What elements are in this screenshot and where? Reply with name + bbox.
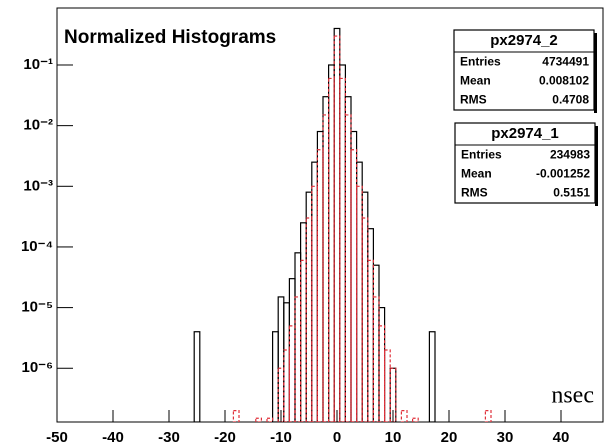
histogram-bin xyxy=(322,114,330,422)
y-tick-label: 10⁻⁶ xyxy=(21,359,53,376)
stat-box-frame xyxy=(454,122,596,204)
x-tick-label: 30 xyxy=(497,429,514,446)
histogram-bin xyxy=(350,149,358,422)
x-tick-label: -10 xyxy=(270,429,292,446)
stat-box-title: px2974_1 xyxy=(491,125,559,142)
histogram-bin xyxy=(294,296,302,422)
chart-title: Normalized Histograms xyxy=(64,27,276,48)
stat-value: 0.4708 xyxy=(552,93,589,107)
stat-label: RMS xyxy=(461,186,488,200)
histogram-bin xyxy=(328,77,335,422)
histogram-bin xyxy=(378,325,386,422)
stat-box-frame xyxy=(453,29,595,111)
histogram-bin xyxy=(484,410,492,422)
histogram-bin xyxy=(412,417,419,422)
stat-box-title: px2974_2 xyxy=(490,32,558,49)
histogram-bin xyxy=(311,185,318,422)
histogram-bin xyxy=(344,114,352,422)
axis-annotation: nsec xyxy=(551,383,594,409)
stat-value: 4734491 xyxy=(542,55,589,69)
histogram-bin xyxy=(255,417,263,422)
stat-value: 0.008102 xyxy=(539,74,589,88)
histogram-bin xyxy=(372,296,380,422)
y-tick-label: 10⁻³ xyxy=(23,177,53,194)
histogram-bin xyxy=(283,349,290,422)
stat-box-shadow xyxy=(594,33,597,113)
histograms xyxy=(193,27,492,422)
histogram-bin xyxy=(316,149,324,422)
x-tick-label: -50 xyxy=(46,429,68,446)
histogram-bin xyxy=(193,331,201,422)
y-tick-label: 10⁻² xyxy=(23,117,53,134)
stat-label: Mean xyxy=(461,167,492,181)
histogram-bin xyxy=(428,331,436,422)
stat-label: Entries xyxy=(461,148,502,162)
histogram-bin xyxy=(305,217,313,422)
stat-label: Mean xyxy=(460,74,491,88)
y-tick-label: 10⁻⁵ xyxy=(21,299,53,316)
stat-box: px2974_1 Entries 234983 Mean -0.001252 RMS 0.5… xyxy=(454,122,598,206)
y-tick-label: 10⁻⁴ xyxy=(21,238,53,255)
x-tick-label: -40 xyxy=(102,429,124,446)
histogram-bin xyxy=(361,217,369,422)
histogram-bin xyxy=(333,35,341,422)
x-tick-label: -30 xyxy=(158,429,180,446)
histogram-bin xyxy=(389,367,397,422)
x-tick-label: -20 xyxy=(214,429,236,446)
stat-value: -0.001252 xyxy=(536,167,590,181)
histogram-bin xyxy=(232,410,240,422)
stat-box: px2974_2 Entries 4734491 Mean 0.008102 RMS 0.4… xyxy=(453,29,597,113)
x-tick-label: 20 xyxy=(441,429,458,446)
histogram-bin xyxy=(288,325,296,422)
histogram-bin xyxy=(400,410,408,422)
stat-label: Entries xyxy=(460,55,501,69)
histogram-bin xyxy=(266,417,274,422)
x-tick-label: 0 xyxy=(333,429,341,446)
histogram-bin xyxy=(356,185,363,422)
y-tick-label: 10⁻¹ xyxy=(23,56,53,73)
stat-label: RMS xyxy=(460,93,487,107)
x-tick-label: 40 xyxy=(553,429,570,446)
stat-box-shadow xyxy=(595,126,598,206)
stat-value: 0.5151 xyxy=(553,186,590,200)
stat-value: 234983 xyxy=(550,148,590,162)
x-tick-label: 10 xyxy=(385,429,402,446)
